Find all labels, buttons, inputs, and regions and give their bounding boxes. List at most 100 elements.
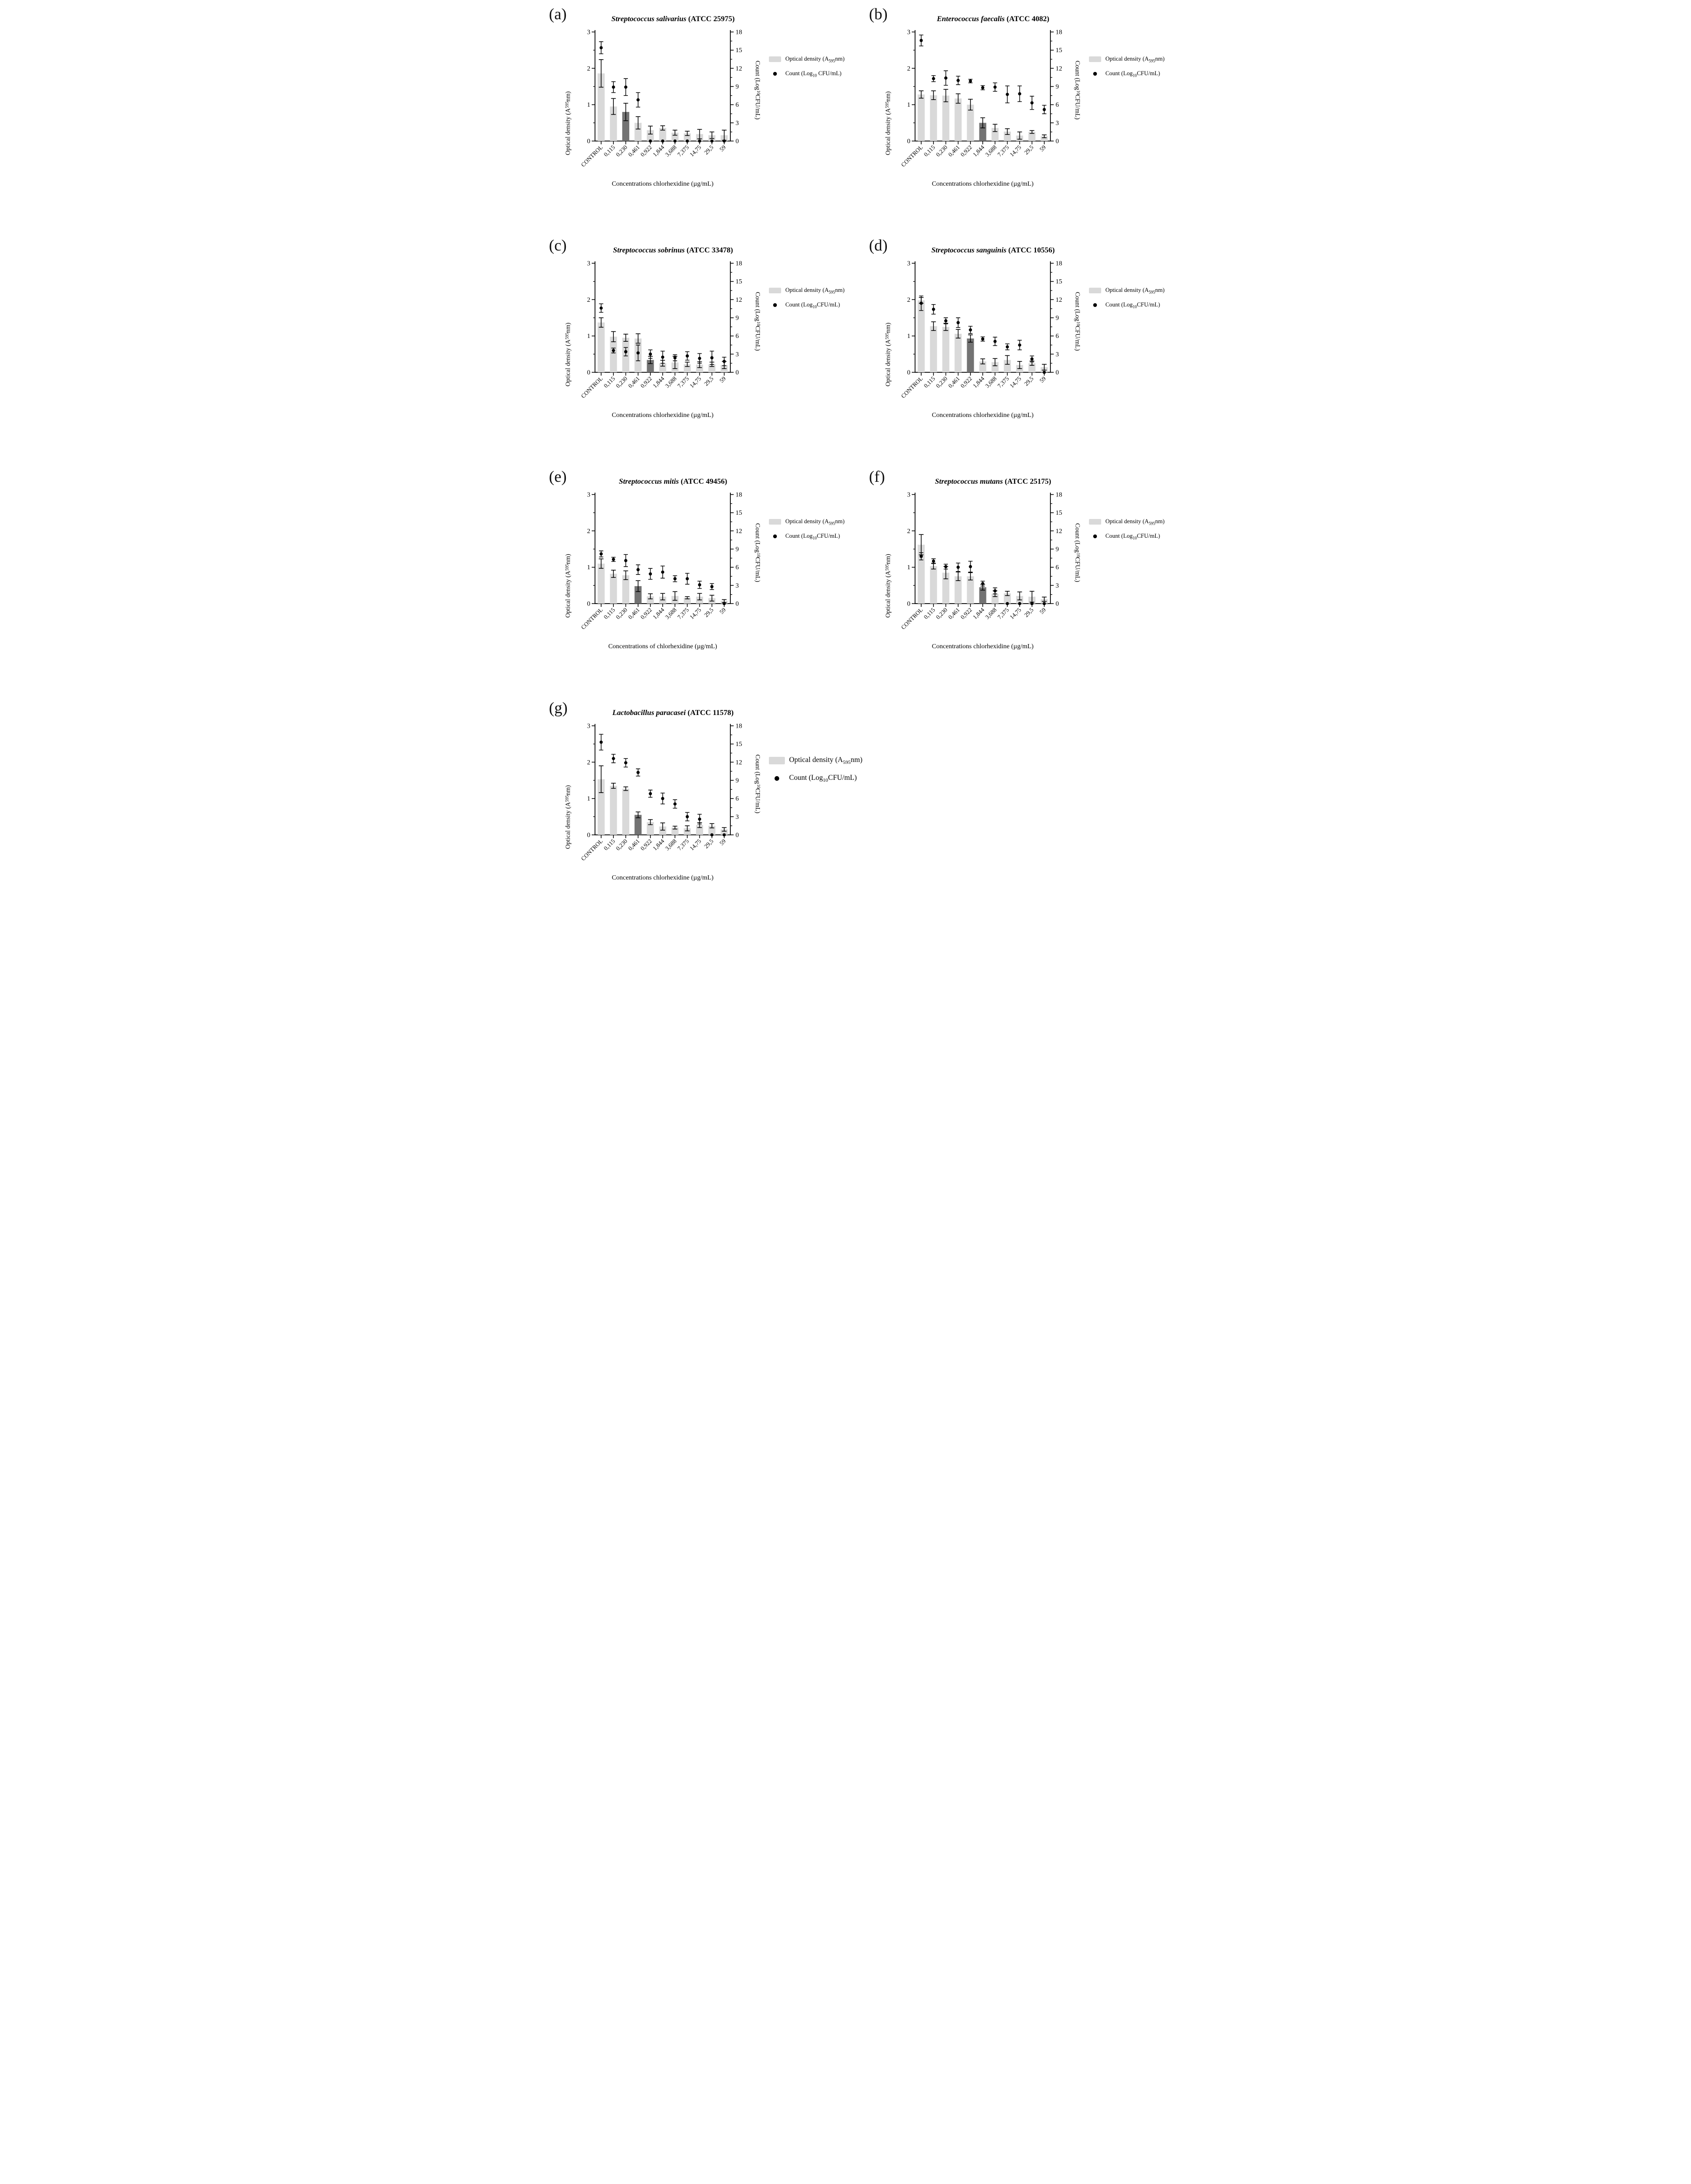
count-dot: [599, 46, 603, 49]
y-right-label-sub: 10: [755, 784, 760, 789]
plot-column: 0 1 2 3 0 3 6 9 12 15 18 CONTROL 0,115 0,230 0,461 0,92…: [572, 25, 753, 188]
y-left-tick-label: 0: [907, 601, 910, 608]
x-tick-label: 59: [718, 144, 727, 153]
legend-item-bar: Optical density (A595nm): [1088, 55, 1165, 63]
count-dot: [944, 319, 947, 322]
y-right-tick-label: 12: [736, 65, 742, 72]
chart-row: Optical density (A 595 nm) 0 1 2 3 0 3 6 9 12 15 18…: [563, 719, 862, 882]
legend-label-pre: Optical density (A: [785, 287, 829, 293]
x-axis-label: Concentrations chlorhexidine (µg/mL): [611, 181, 714, 188]
count-dot: [649, 792, 652, 795]
count-dot: [649, 139, 652, 143]
count-dot: [611, 85, 615, 89]
y-left-tick-label: 3: [587, 492, 590, 499]
x-tick-label: 59: [1038, 144, 1047, 153]
dot-marker-icon: [1093, 534, 1097, 538]
bar-error: [968, 99, 973, 111]
y-left-label-sub: 595: [565, 332, 570, 340]
chart-title-code: (ATCC 10556): [1008, 246, 1055, 254]
y-left-tick-label: 1: [587, 564, 590, 571]
bar-error: [611, 98, 616, 115]
bar: [696, 364, 704, 372]
legend-label-pre: Optical density (A: [1105, 287, 1149, 293]
count-dot: [944, 76, 947, 80]
legend-label-pre: Count (Log: [1105, 301, 1133, 308]
legend-label-post: CFU/mL): [1136, 301, 1160, 308]
count-dot: [624, 350, 627, 354]
count-dot: [1030, 357, 1034, 361]
y-left-tick-label: 1: [587, 795, 590, 802]
y-left-tick-label: 0: [907, 138, 910, 145]
count-dot: [932, 559, 935, 563]
bar: [942, 327, 949, 372]
bar-error: [660, 125, 665, 131]
legend-item-bar: Optical density (A595nm): [769, 756, 862, 765]
count-dot: [673, 802, 677, 806]
bar-error: [1029, 130, 1034, 134]
panel-letter: (a): [549, 6, 567, 23]
chart-title-code: (ATCC 11578): [688, 709, 734, 717]
y-right-label-post: CFU/mL): [754, 788, 761, 814]
bar-error: [1005, 590, 1010, 596]
count-dot: [661, 570, 665, 574]
count-dot: [956, 321, 960, 324]
legend-label-sub: 10: [812, 304, 817, 309]
y-axis-label-right: Count (Log 10 CFU/mL): [753, 488, 762, 651]
bar-error: [685, 361, 690, 367]
y-right-tick-label: 6: [736, 795, 739, 802]
legend-item-dot: Count (Log10 CFU/mL): [769, 70, 845, 78]
legend-label: Count (Log10CFU/mL): [785, 301, 840, 309]
y-left-tick-label: 3: [587, 260, 590, 267]
y-left-tick-label: 1: [907, 564, 910, 571]
bar: [967, 576, 974, 604]
y-axis-label-left: Optical density (A 595 nm): [883, 25, 892, 188]
x-axis-label: Concentrations chlorhexidine (µg/mL): [611, 412, 714, 419]
legend-label-sub: 10: [812, 535, 817, 540]
count-dot: [698, 583, 701, 587]
legend-label-sub: 10: [1132, 535, 1137, 540]
bar-error: [980, 117, 985, 128]
count-dot: [993, 85, 997, 89]
chart-title: Streptococcus sanguinis (ATCC 10556): [897, 246, 1089, 255]
bar-error: [919, 90, 924, 99]
x-tick-label: 14,75: [689, 375, 703, 389]
x-tick-label: 59: [718, 838, 727, 847]
bar-error: [993, 124, 998, 132]
y-left-label-pre: Optical density (A: [564, 108, 571, 155]
bar: [610, 337, 617, 372]
x-tick-label: 0,230: [615, 144, 629, 158]
bar-dark: [967, 338, 974, 372]
bar-error: [611, 570, 616, 578]
y-left-tick-label: 3: [907, 492, 910, 499]
bar: [622, 575, 629, 604]
count-dot: [698, 139, 701, 143]
bar: [597, 563, 605, 604]
legend-label: Optical density (A595nm): [1105, 55, 1165, 63]
x-tick-label: 0,922: [639, 144, 653, 158]
x-tick-label: 7,375: [676, 144, 690, 158]
count-dot: [710, 833, 714, 837]
y-left-label-post: nm): [564, 322, 571, 333]
bar-error: [673, 130, 678, 136]
x-tick-label: 3,688: [984, 144, 998, 158]
count-dot: [981, 582, 985, 585]
legend-label: Optical density (A595nm): [1105, 518, 1165, 526]
chart-title-species: Streptococcus salivarius: [611, 15, 687, 23]
chart-title: Streptococcus mutans (ATCC 25175): [897, 478, 1089, 486]
legend-label-pre: Optical density (A: [785, 55, 829, 62]
count-dot: [636, 568, 640, 572]
y-right-label-sub: 10: [755, 90, 760, 95]
x-tick-label: 29,5: [703, 838, 714, 849]
y-right-tick-label: 12: [1056, 65, 1062, 72]
count-dot: [611, 558, 615, 561]
legend-label-pre: Optical density (A: [789, 756, 843, 764]
x-tick-label: 7,375: [676, 606, 690, 621]
x-tick-label: 0,115: [603, 144, 616, 157]
bar-error: [599, 59, 604, 88]
panel-letter: (c): [549, 237, 567, 254]
count-dot: [636, 98, 640, 102]
dot-marker-icon: [773, 71, 777, 76]
y-right-label-pre: Count (Log: [754, 754, 761, 784]
y-left-label-pre: Optical density (A: [564, 339, 571, 386]
plot-svg: 01230369121518CONTROL0,1150,2300,4610,92…: [580, 29, 742, 168]
